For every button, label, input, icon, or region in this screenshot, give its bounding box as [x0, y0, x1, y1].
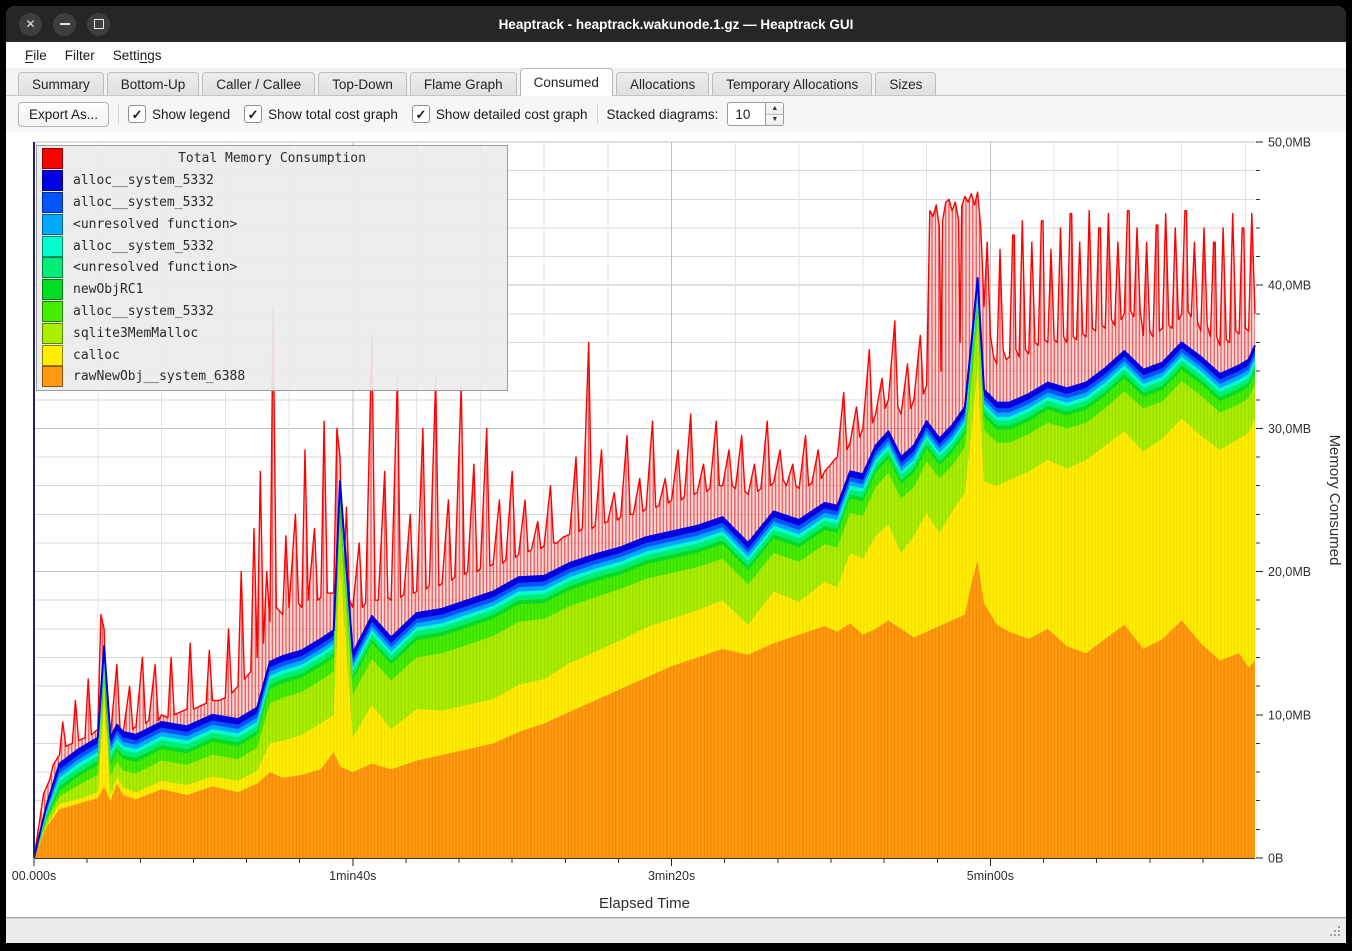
- legend-item: sqlite3MemMalloc: [37, 322, 507, 344]
- legend-title-row: Total Memory Consumption: [37, 148, 507, 170]
- legend-swatch-icon: [42, 170, 63, 192]
- menu-file[interactable]: File: [25, 47, 47, 63]
- spin-up-icon[interactable]: ▲: [766, 103, 784, 114]
- checkbox-label: Show total cost graph: [268, 106, 398, 122]
- checkbox-label: Show legend: [152, 106, 231, 122]
- legend-label: alloc__system_5332: [73, 303, 214, 319]
- legend-swatch-icon: [42, 366, 63, 388]
- menu-settings[interactable]: Settings: [112, 47, 162, 63]
- legend-swatch-icon: [42, 257, 63, 279]
- checkbox-label: Show detailed cost graph: [435, 106, 588, 122]
- svg-text:10,0MB: 10,0MB: [1268, 708, 1311, 722]
- chart-legend: Total Memory Consumption alloc__system_53…: [36, 145, 508, 391]
- y-axis-title: Memory Consumed: [1326, 435, 1343, 566]
- tab-top-down[interactable]: Top-Down: [318, 72, 407, 96]
- svg-text:30,0MB: 30,0MB: [1268, 422, 1311, 436]
- legend-item: alloc__system_5332: [37, 191, 507, 214]
- checkbox-show-legend[interactable]: ✓ Show legend: [128, 105, 230, 123]
- legend-item: alloc__system_5332: [37, 170, 507, 192]
- checkmark-icon: ✓: [411, 105, 430, 123]
- chart-toolbar: Export As... ✓ Show legend ✓ Show total cos…: [6, 96, 1346, 132]
- tab-bottom-up[interactable]: Bottom-Up: [106, 72, 200, 96]
- export-as-button[interactable]: Export As...: [18, 101, 110, 127]
- svg-text:20,0MB: 20,0MB: [1268, 565, 1311, 579]
- consumed-chart-panel: 00.000s 1min40s 3min20s 5min00s 0B 10,0MB 20,0…: [6, 132, 1346, 918]
- legend-item: newObjRC1: [37, 279, 507, 301]
- window-controls: ✕: [6, 12, 110, 36]
- legend-label: calloc: [73, 347, 120, 363]
- legend-label: Total Memory Consumption: [178, 151, 366, 167]
- legend-label: <unresolved function>: [73, 260, 238, 276]
- minimize-icon[interactable]: [53, 12, 76, 36]
- legend-swatch-icon: [42, 191, 63, 213]
- stacked-diagrams-value[interactable]: 10: [727, 102, 766, 126]
- legend-label: sqlite3MemMalloc: [73, 325, 199, 341]
- legend-label: newObjRC1: [73, 282, 144, 298]
- tab-consumed[interactable]: Consumed: [519, 68, 613, 96]
- svg-text:5min00s: 5min00s: [967, 869, 1014, 883]
- toolbar-separator: [596, 104, 598, 124]
- checkmark-icon: ✓: [128, 105, 147, 123]
- legend-label: <unresolved function>: [73, 216, 238, 232]
- legend-swatch-icon: [42, 235, 63, 257]
- checkbox-show-detailed-cost-graph[interactable]: ✓ Show detailed cost graph: [411, 105, 588, 123]
- window-title: Heaptrack - heaptrack.wakunode.1.gz — He…: [498, 16, 854, 32]
- status-bar: [6, 918, 1346, 943]
- heaptrack-window: ✕ Heaptrack - heaptrack.wakunode.1.gz — …: [6, 6, 1346, 943]
- svg-text:1min40s: 1min40s: [329, 869, 376, 883]
- memory-consumption-chart[interactable]: 00.000s 1min40s 3min20s 5min00s 0B 10,0MB 20,0…: [6, 132, 1346, 920]
- legend-swatch-icon: [42, 344, 63, 366]
- legend-swatch-icon: [42, 213, 63, 235]
- svg-text:40,0MB: 40,0MB: [1268, 279, 1311, 293]
- tab-temporary-allocations[interactable]: Temporary Allocations: [712, 72, 873, 96]
- stacked-diagrams-label: Stacked diagrams:: [606, 106, 719, 122]
- legend-swatch-icon: [42, 322, 63, 344]
- legend-label: rawNewObj__system_6388: [73, 369, 246, 385]
- svg-text:00.000s: 00.000s: [12, 869, 56, 883]
- title-bar[interactable]: ✕ Heaptrack - heaptrack.wakunode.1.gz — …: [6, 6, 1346, 42]
- legend-item: rawNewObj__system_6388: [37, 366, 507, 388]
- tab-flame-graph[interactable]: Flame Graph: [409, 72, 517, 96]
- svg-text:50,0MB: 50,0MB: [1268, 136, 1311, 150]
- checkmark-icon: ✓: [244, 105, 263, 123]
- legend-swatch-icon: [42, 148, 63, 170]
- legend-swatch-icon: [42, 300, 63, 322]
- menu-filter[interactable]: Filter: [64, 47, 95, 63]
- checkbox-show-total-cost-graph[interactable]: ✓ Show total cost graph: [244, 105, 398, 123]
- stacked-diagrams-stepper: 10 ▲ ▼: [727, 102, 785, 126]
- legend-item: <unresolved function>: [37, 213, 507, 235]
- svg-text:3min20s: 3min20s: [648, 869, 695, 883]
- legend-label: alloc__system_5332: [73, 173, 214, 189]
- legend-item: calloc: [37, 344, 507, 366]
- tab-sizes[interactable]: Sizes: [875, 72, 937, 96]
- menu-bar: File Filter Settings: [6, 42, 1346, 68]
- svg-text:0B: 0B: [1268, 852, 1283, 866]
- tab-allocations[interactable]: Allocations: [615, 72, 710, 96]
- legend-item: alloc__system_5332: [37, 235, 507, 257]
- legend-label: alloc__system_5332: [73, 238, 214, 254]
- resize-grip-icon[interactable]: [1328, 926, 1341, 939]
- legend-swatch-icon: [42, 279, 63, 301]
- legend-item: alloc__system_5332: [37, 300, 507, 323]
- maximize-icon[interactable]: [87, 12, 110, 36]
- tab-caller-callee[interactable]: Caller / Callee: [202, 72, 316, 96]
- tab-summary[interactable]: Summary: [18, 72, 104, 96]
- legend-item: <unresolved function>: [37, 257, 507, 279]
- spin-down-icon[interactable]: ▼: [766, 113, 784, 125]
- close-icon[interactable]: ✕: [19, 12, 42, 36]
- tab-bar: Summary Bottom-Up Caller / Callee Top-Down F…: [6, 68, 1346, 96]
- toolbar-separator: [118, 104, 120, 124]
- legend-label: alloc__system_5332: [73, 194, 214, 210]
- x-axis-title: Elapsed Time: [599, 895, 690, 912]
